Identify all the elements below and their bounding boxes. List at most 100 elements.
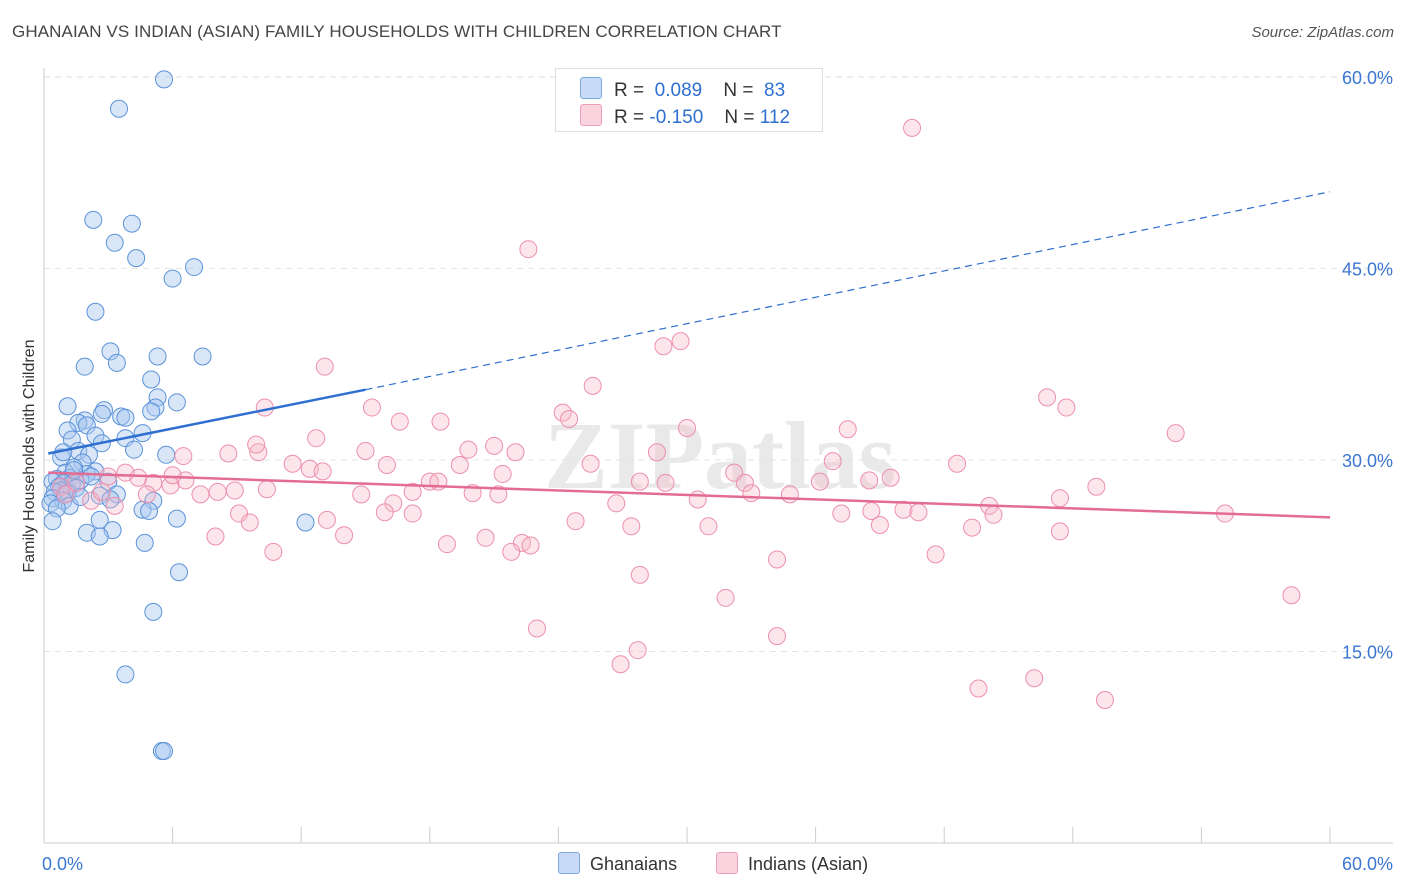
- indian-point: [144, 473, 163, 492]
- ghanaian-point: [296, 513, 315, 532]
- indian-point: [903, 118, 922, 137]
- indian-point: [838, 420, 857, 439]
- indian-point: [225, 481, 244, 500]
- ghanaian-point: [99, 472, 118, 491]
- ghanaian-point: [110, 99, 129, 118]
- indian-point: [335, 526, 354, 545]
- indian-point: [82, 491, 101, 510]
- indian-point: [249, 443, 268, 462]
- indian-point: [881, 468, 900, 487]
- ghanaian-point: [148, 347, 167, 366]
- ghanaian-point: [71, 487, 90, 506]
- ghanaian-point: [155, 742, 174, 761]
- indian-point: [459, 440, 478, 459]
- indian-point: [431, 412, 450, 431]
- indian-point: [315, 357, 334, 376]
- indian-point: [521, 536, 540, 555]
- indian-point: [768, 627, 787, 646]
- indian-point: [860, 471, 879, 490]
- indian-point: [1025, 669, 1044, 688]
- series-indians-asian: [52, 118, 1301, 709]
- indian-point: [611, 655, 630, 674]
- indian-point: [1087, 477, 1106, 496]
- ghanaian-point: [155, 70, 174, 89]
- indian-point: [607, 494, 626, 513]
- indian-point: [489, 485, 508, 504]
- ghanaian-point: [58, 421, 77, 440]
- indian-point: [1038, 388, 1057, 407]
- indian-point: [105, 496, 124, 515]
- indian-point: [390, 412, 409, 431]
- indian-point: [909, 503, 928, 522]
- indian-point: [630, 565, 649, 584]
- indian-point: [1057, 398, 1076, 417]
- ghanaian-point: [122, 214, 141, 233]
- indian-point: [403, 482, 422, 501]
- indian-point: [742, 484, 761, 503]
- ghanaian-point: [116, 408, 135, 427]
- indian-point: [230, 504, 249, 523]
- ghanaian-point: [144, 602, 163, 621]
- indian-point: [823, 452, 842, 471]
- indian-point: [208, 482, 227, 501]
- ghanaian-point: [135, 533, 154, 552]
- chart-title: GHANAIAN VS INDIAN (ASIAN) FAMILY HOUSEH…: [12, 22, 782, 41]
- y-tick-label: 60.0%: [1342, 68, 1393, 88]
- ghanaian-point: [116, 665, 135, 684]
- y-tick-label: 45.0%: [1342, 259, 1393, 279]
- indian-point: [984, 505, 1003, 524]
- legend-swatch-pink: [580, 104, 602, 126]
- ghanaian-point: [163, 269, 182, 288]
- ghanaian-point: [185, 258, 204, 277]
- indian-point: [307, 429, 326, 448]
- ghanaian-point: [167, 509, 186, 528]
- indian-trend-line: [48, 471, 1331, 519]
- series-legend-indians: Indians (Asian): [716, 852, 868, 875]
- ghanaian-point: [90, 527, 109, 546]
- ghanaian-point: [58, 397, 77, 416]
- indian-point: [527, 619, 546, 638]
- y-tick-label: 15.0%: [1342, 642, 1393, 662]
- ghanaian-point: [82, 467, 101, 486]
- legend-r-value-ghanaians: 0.089: [654, 80, 703, 101]
- indian-point: [356, 441, 375, 460]
- ghanaian-point: [107, 353, 126, 372]
- series-ghanaians: [41, 70, 315, 761]
- indian-point: [317, 510, 336, 529]
- ghanaian-point: [67, 478, 86, 497]
- ghanaian-point: [142, 370, 161, 389]
- indian-point: [780, 485, 799, 504]
- ghanaian-point: [144, 491, 163, 510]
- indian-point: [647, 443, 666, 462]
- ghanaian-point: [170, 563, 189, 582]
- indian-point: [137, 485, 156, 504]
- indian-point: [493, 464, 512, 483]
- x-tick-label-min: 0.0%: [42, 854, 83, 874]
- indian-point: [485, 436, 504, 455]
- x-tick-label-max: 60.0%: [1342, 854, 1393, 874]
- ghanaian-trend-line: [48, 388, 366, 455]
- series-legend-ghanaians: Ghanaians: [558, 852, 677, 875]
- indian-point: [566, 512, 585, 531]
- indian-point: [654, 337, 673, 356]
- indian-point: [264, 542, 283, 561]
- indian-point: [553, 403, 572, 422]
- indian-point: [506, 443, 525, 462]
- indian-point: [191, 485, 210, 504]
- indian-point: [502, 542, 521, 561]
- indian-point: [377, 456, 396, 475]
- legend-r-value-indians: -0.150: [649, 107, 704, 128]
- legend-row-indians: R = -0.150 N = 112: [580, 104, 790, 129]
- indian-point: [735, 473, 754, 492]
- indian-point: [948, 454, 967, 473]
- indian-point: [519, 240, 538, 259]
- indian-point: [1050, 489, 1069, 508]
- ghanaian-point: [140, 501, 159, 520]
- indian-point: [313, 462, 332, 481]
- indian-point: [630, 472, 649, 491]
- indian-point: [206, 527, 225, 546]
- indian-point: [257, 480, 276, 499]
- indian-point: [656, 473, 675, 492]
- legend-swatch-blue: [580, 77, 602, 99]
